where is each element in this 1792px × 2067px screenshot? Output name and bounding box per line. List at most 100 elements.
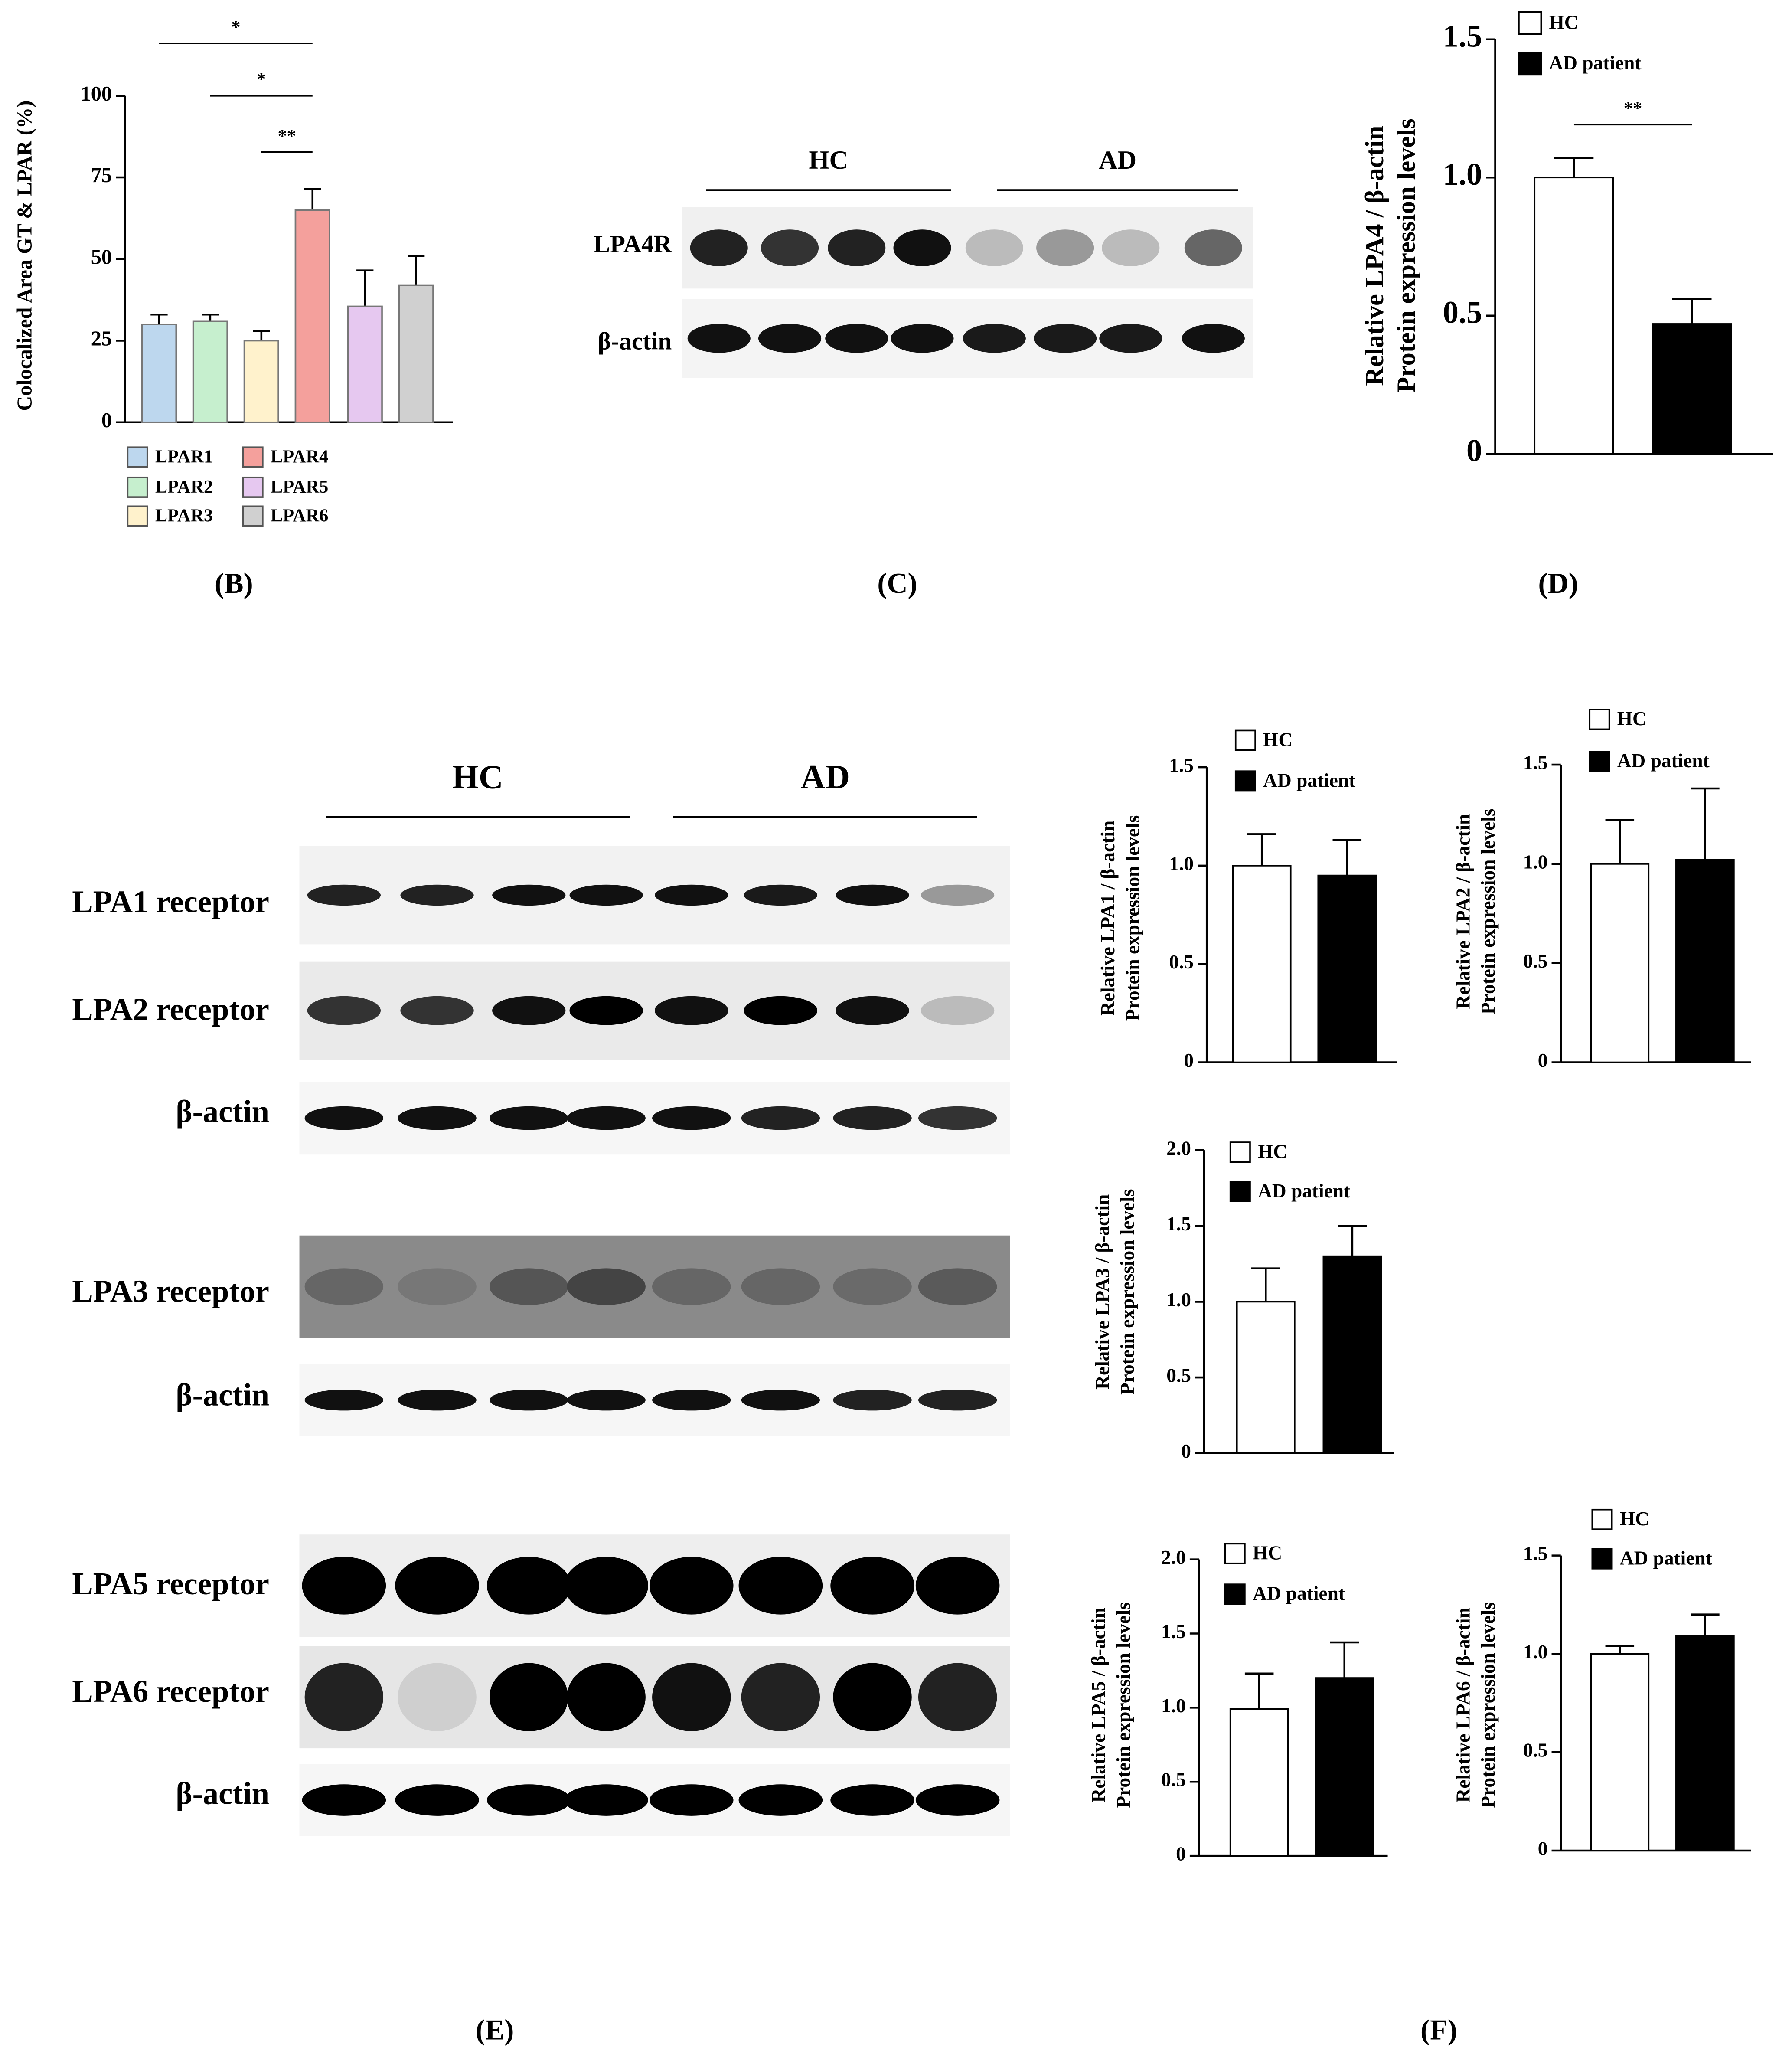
blot-band (920, 996, 995, 1025)
y-tick-label: 100 (81, 82, 112, 105)
legend-label: AD patient (1617, 750, 1710, 772)
blot-band (741, 1268, 820, 1305)
blot-band (302, 1784, 386, 1816)
y-axis-label: Relative LPA3 / β-actin (1092, 1194, 1113, 1390)
blot-band (400, 996, 474, 1025)
blot-band (304, 1268, 384, 1305)
blot-row-label: LPA3 receptor (72, 1273, 269, 1308)
y-tick-label: 0.5 (1523, 950, 1548, 972)
significance-label: * (231, 17, 240, 37)
blot-row-label: LPA5 receptor (72, 1566, 269, 1601)
y-tick-label: 0 (1176, 1843, 1186, 1865)
y-axis-label: Relative LPA2 / β-actin (1452, 814, 1474, 1009)
bar (347, 305, 383, 423)
blot-band (649, 1557, 734, 1615)
legend-swatch (1229, 1181, 1251, 1202)
y-tick-label: 0 (1184, 1050, 1194, 1071)
legend-swatch (1229, 1141, 1251, 1163)
legend-label: AD patient (1620, 1547, 1712, 1569)
bar (1315, 1677, 1374, 1857)
y-axis-label: Relative LPA1 / β-actin (1097, 821, 1119, 1016)
blot-band (741, 1663, 820, 1731)
blot-band (304, 1663, 384, 1731)
y-tick-label: 1.5 (1161, 1621, 1186, 1642)
legend-swatch (242, 446, 264, 468)
blot-row-label: LPA2 receptor (72, 991, 269, 1027)
legend-label: HC (1617, 708, 1647, 729)
y-tick-label: 0.5 (1169, 951, 1194, 973)
bar (1322, 1255, 1382, 1454)
panel-label: (B) (215, 568, 253, 599)
blot-band (738, 1784, 823, 1816)
bar (1317, 874, 1377, 1063)
bar (1590, 1653, 1650, 1851)
legend-label: HC (1263, 729, 1293, 751)
blot-row-label: β-actin (176, 1776, 269, 1811)
legend-label: AD patient (1263, 769, 1355, 791)
blot-band (655, 996, 728, 1025)
y-axis-label: Relative LPA6 / β-actin (1452, 1607, 1474, 1802)
blot-band (741, 1106, 820, 1130)
legend-swatch (127, 476, 148, 498)
bar (1675, 1635, 1735, 1851)
blot-band (830, 1557, 914, 1615)
legend-swatch (1224, 1543, 1246, 1564)
blot-band (486, 1784, 571, 1816)
legend-swatch (1589, 709, 1610, 730)
panel-label: (C) (877, 568, 917, 599)
legend-label: HC (1253, 1542, 1282, 1563)
y-tick-label: 75 (91, 164, 112, 187)
blot-band (963, 324, 1026, 353)
y-tick-label: 1.5 (1169, 755, 1194, 776)
y-tick-label: 1.0 (1166, 1289, 1191, 1311)
bar (1652, 323, 1732, 455)
bar (1229, 1708, 1289, 1857)
blot-band (302, 1557, 386, 1615)
bar (398, 284, 434, 423)
legend-swatch (242, 476, 264, 498)
blot-row-label: LPA4R (594, 231, 672, 258)
y-tick-label: 0 (1466, 433, 1482, 468)
blot-row-label: β-actin (176, 1377, 269, 1412)
blot-band (891, 324, 954, 353)
blot-band (915, 1557, 1000, 1615)
legend-swatch (1518, 52, 1542, 76)
y-tick-label: 0 (1538, 1050, 1548, 1071)
legend-label: AD patient (1549, 52, 1642, 74)
group-label: HC (809, 146, 848, 175)
panel-label: (D) (1538, 568, 1578, 599)
blot-band (304, 1390, 384, 1411)
blot-row-label: LPA6 receptor (72, 1674, 269, 1709)
bar (141, 324, 177, 423)
blot-band (1034, 324, 1097, 353)
blot-band (395, 1557, 479, 1615)
bar (1236, 1301, 1296, 1454)
legend-label: AD patient (1253, 1583, 1345, 1604)
y-axis-label: Protein expression levels (1116, 1189, 1138, 1395)
blot-band (567, 1268, 646, 1305)
blot-band (567, 1390, 646, 1411)
blot-band (833, 1268, 912, 1305)
blot-band (307, 884, 381, 906)
y-axis-label: Protein expression levels (1113, 1602, 1134, 1808)
blot-band (490, 1106, 568, 1130)
group-label: AD (1099, 146, 1136, 175)
legend-label: LPAR4 (271, 447, 328, 467)
blot-band (569, 884, 643, 906)
blot-band (1102, 229, 1160, 266)
blot-band (649, 1784, 734, 1816)
bar (1534, 177, 1614, 455)
blot-band (965, 229, 1023, 266)
blot-band (836, 996, 909, 1025)
y-axis-label: Relative LPA5 / β-actin (1088, 1607, 1110, 1802)
blot-band (398, 1268, 477, 1305)
blot-band (652, 1106, 731, 1130)
blot-band (490, 1390, 568, 1411)
blot-band (1036, 229, 1094, 266)
blot-band (836, 884, 909, 906)
blot-band (652, 1268, 731, 1305)
bar (192, 320, 228, 423)
group-label: HC (452, 758, 503, 796)
